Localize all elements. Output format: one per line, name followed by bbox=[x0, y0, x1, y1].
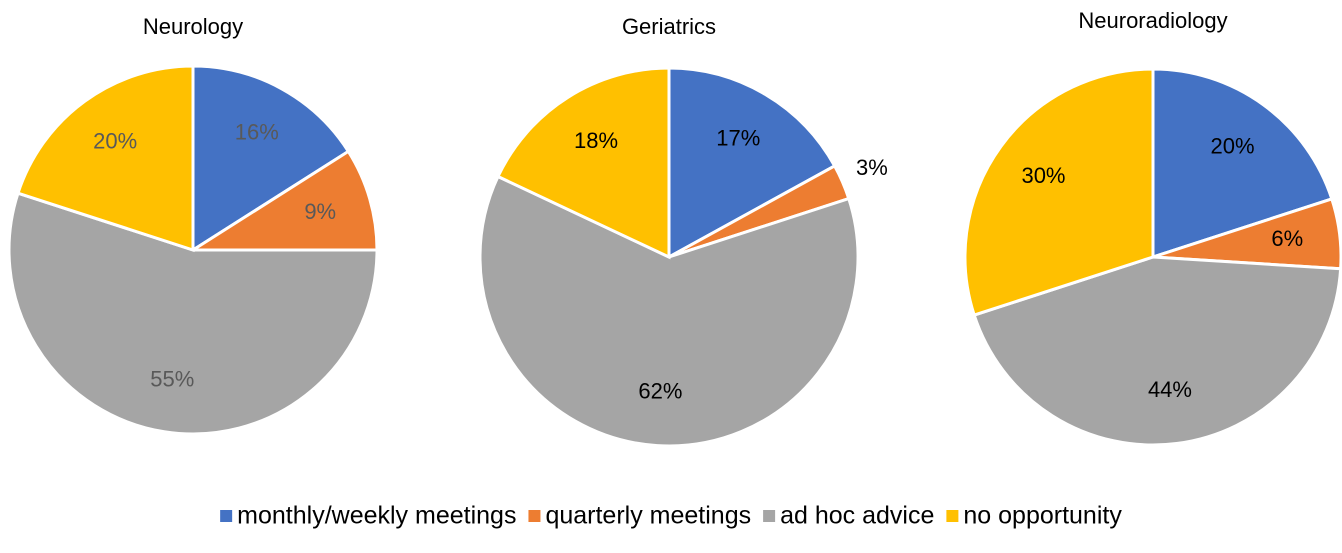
data-label: 44% bbox=[1148, 377, 1192, 402]
data-label: 16% bbox=[235, 120, 279, 145]
pie-slice bbox=[478, 174, 860, 448]
chart-title: Geriatrics bbox=[622, 14, 716, 39]
data-label: 55% bbox=[150, 367, 194, 392]
legend-swatch bbox=[946, 510, 959, 522]
data-label: 3% bbox=[856, 155, 888, 180]
pie-slice bbox=[16, 64, 195, 253]
pie-slice bbox=[1151, 67, 1334, 260]
legend-swatch bbox=[763, 510, 776, 522]
pie-slice bbox=[667, 66, 837, 260]
data-label: 18% bbox=[574, 128, 618, 153]
legend-label: no opportunity bbox=[963, 502, 1122, 530]
data-label: 6% bbox=[1271, 226, 1303, 251]
data-label: 20% bbox=[1211, 133, 1255, 158]
chart-title: Neuroradiology bbox=[1078, 8, 1227, 33]
data-label: 62% bbox=[638, 379, 682, 404]
legend-swatch bbox=[220, 510, 233, 522]
legend-label: ad hoc advice bbox=[780, 502, 934, 530]
pie-slice bbox=[187, 149, 379, 252]
data-label: 9% bbox=[304, 199, 336, 224]
chart-title: Neurology bbox=[143, 14, 243, 39]
pie-slice bbox=[972, 255, 1342, 447]
pie-slice bbox=[495, 66, 671, 260]
legend-label: quarterly meetings bbox=[545, 502, 751, 530]
data-label: 20% bbox=[93, 129, 137, 154]
data-label: 30% bbox=[1021, 163, 1065, 188]
legend-label: monthly/weekly meetings bbox=[237, 502, 516, 530]
pie-slice bbox=[963, 67, 1155, 317]
pie-slice bbox=[7, 191, 379, 436]
legend-swatch bbox=[528, 510, 541, 522]
pie-slice bbox=[191, 64, 351, 253]
data-label: 17% bbox=[716, 126, 760, 151]
